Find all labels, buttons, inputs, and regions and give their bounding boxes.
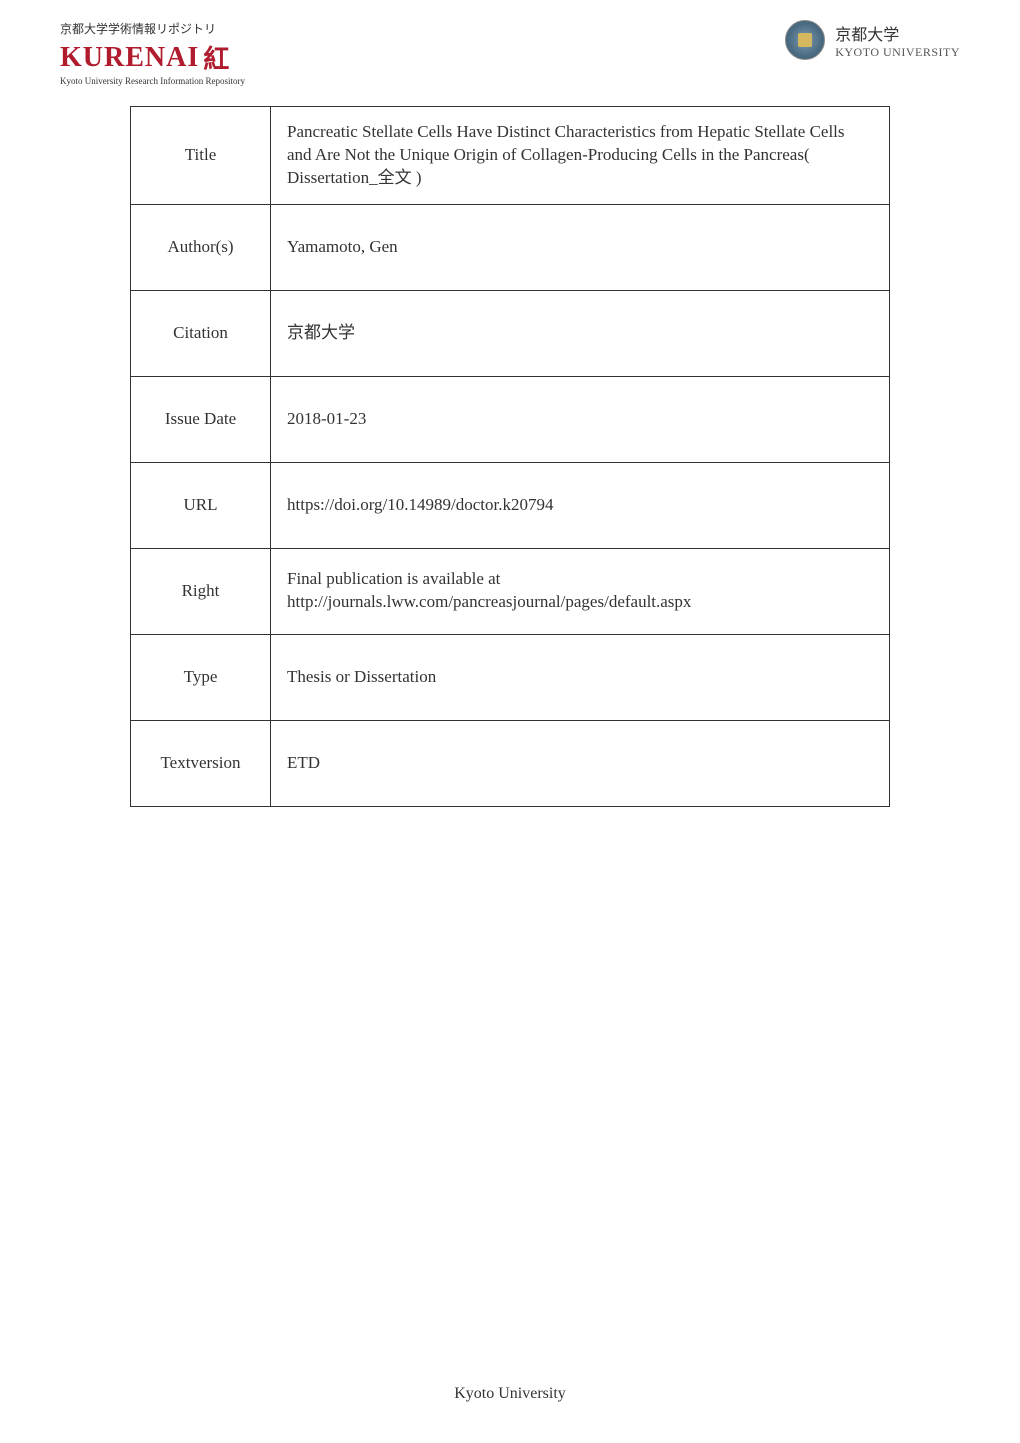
metadata-table-body: Title Pancreatic Stellate Cells Have Dis…	[131, 107, 890, 807]
page-footer: Kyoto University	[0, 1385, 1020, 1403]
metadata-label: Title	[131, 107, 271, 205]
metadata-value: https://doi.org/10.14989/doctor.k20794	[271, 462, 890, 548]
table-row: Type Thesis or Dissertation	[131, 634, 890, 720]
kurenai-jp-text: 京都大学学術情報リポジトリ	[60, 20, 245, 37]
footer-text: Kyoto University	[454, 1385, 566, 1402]
kurenai-text: KURENAI	[60, 42, 199, 74]
metadata-label: Textversion	[131, 720, 271, 806]
page-header: 京都大学学術情報リポジトリ KURENAI 紅 Kyoto University…	[0, 0, 1020, 96]
metadata-value: 2018-01-23	[271, 376, 890, 462]
metadata-value: Yamamoto, Gen	[271, 204, 890, 290]
metadata-table: Title Pancreatic Stellate Cells Have Dis…	[130, 106, 890, 807]
metadata-value: 京都大学	[271, 290, 890, 376]
kurenai-sub-text: Kyoto University Research Information Re…	[60, 76, 245, 86]
university-name-jp: 京都大学	[835, 21, 960, 45]
metadata-value: Final publication is available at http:/…	[271, 548, 890, 634]
table-row: URL https://doi.org/10.14989/doctor.k207…	[131, 462, 890, 548]
metadata-value: ETD	[271, 720, 890, 806]
university-name-en: KYOTO UNIVERSITY	[835, 45, 960, 60]
university-name: 京都大学 KYOTO UNIVERSITY	[835, 21, 960, 60]
kurenai-logo: 京都大学学術情報リポジトリ KURENAI 紅 Kyoto University…	[60, 20, 245, 86]
metadata-value: Thesis or Dissertation	[271, 634, 890, 720]
metadata-label: Citation	[131, 290, 271, 376]
table-row: Right Final publication is available at …	[131, 548, 890, 634]
kurenai-kanji: 紅	[203, 39, 229, 76]
university-logo: 京都大学 KYOTO UNIVERSITY	[785, 20, 960, 60]
metadata-label: Type	[131, 634, 271, 720]
university-crest-icon	[785, 20, 825, 60]
metadata-label: Author(s)	[131, 204, 271, 290]
table-row: Citation 京都大学	[131, 290, 890, 376]
kurenai-main: KURENAI 紅	[60, 39, 245, 76]
table-row: Issue Date 2018-01-23	[131, 376, 890, 462]
metadata-label: URL	[131, 462, 271, 548]
metadata-label: Right	[131, 548, 271, 634]
metadata-value: Pancreatic Stellate Cells Have Distinct …	[271, 107, 890, 205]
table-row: Author(s) Yamamoto, Gen	[131, 204, 890, 290]
metadata-label: Issue Date	[131, 376, 271, 462]
table-row: Title Pancreatic Stellate Cells Have Dis…	[131, 107, 890, 205]
table-row: Textversion ETD	[131, 720, 890, 806]
